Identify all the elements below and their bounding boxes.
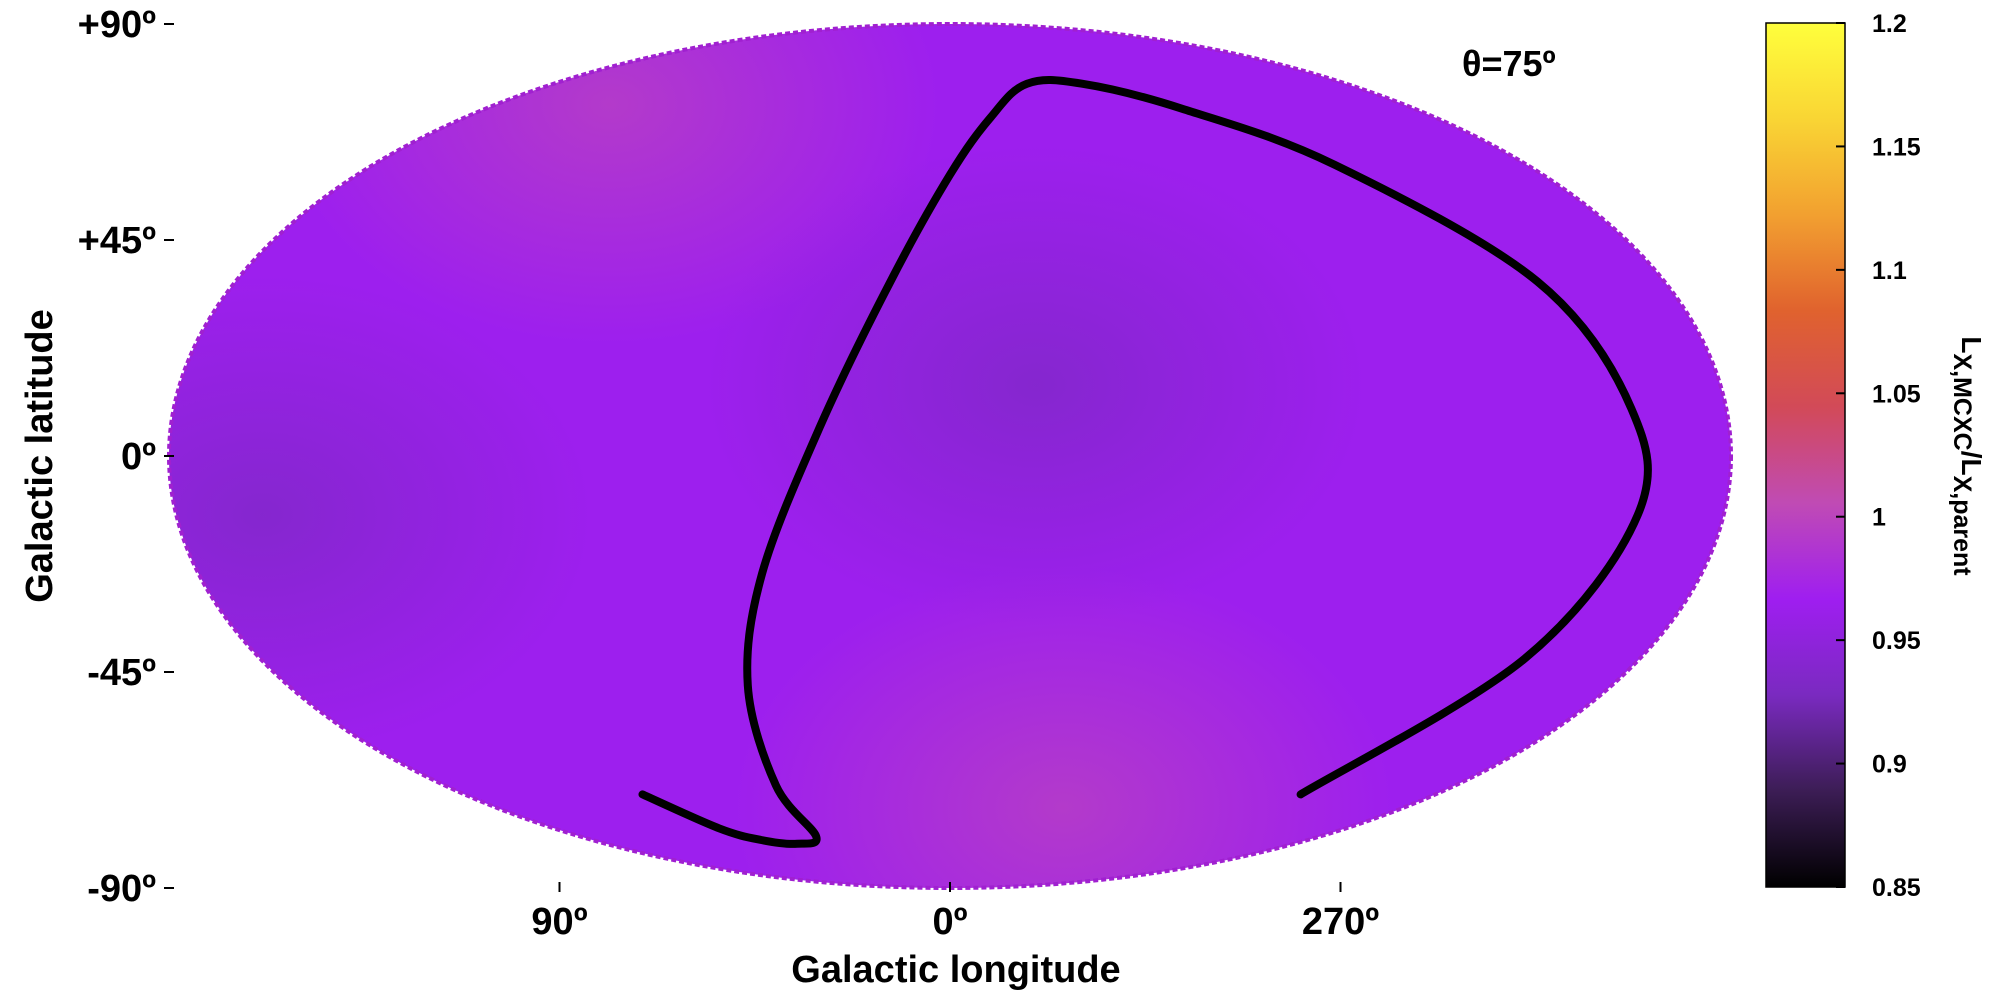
- colorbar-tick-label: 1.2: [1872, 10, 1907, 38]
- x-axis-label: Galactic longitude: [791, 949, 1120, 991]
- colorbar-tick-label: 0.9: [1872, 751, 1907, 779]
- y-tick-label: -90º: [87, 868, 156, 910]
- y-tick-label: -45º: [87, 652, 156, 694]
- y-tick-label: +90º: [78, 4, 156, 46]
- heat-region-minimum: [169, 275, 593, 756]
- colorbar-tick-label: 1.1: [1872, 257, 1907, 285]
- x-tick-label: 270º: [1302, 901, 1379, 943]
- colorbar-tick-label: 0.85: [1872, 874, 1921, 902]
- heat-region-maximum: [733, 567, 1394, 888]
- colorbar: 0.85 0.9 0.95 1 1.05 1.1 1.15 1.2 LX,MCXC/LX,pa…: [1765, 10, 1987, 902]
- y-axis-label: Galactic latitude: [19, 309, 61, 603]
- x-tick-label: 90º: [531, 901, 587, 943]
- colorbar-label: LX,MCXC/LX,parent: [1948, 336, 1987, 576]
- heat-region-minimum: [705, 145, 1366, 626]
- y-tick-label: 0º: [121, 436, 156, 478]
- theta-annotation: θ=75º: [1462, 43, 1556, 84]
- sky-map: [167, 22, 1733, 890]
- colorbar-tick-label: 1.05: [1872, 380, 1921, 408]
- colorbar-tick-label: 1.15: [1872, 133, 1921, 161]
- x-tick-label: 0º: [932, 901, 967, 943]
- x-axis: 90º 0º 270º: [531, 882, 1379, 943]
- colorbar-gradient: [1765, 22, 1846, 888]
- colorbar-tick-label: 0.95: [1872, 627, 1921, 655]
- boundary-curve: [638, 75, 1652, 848]
- y-axis: +90º +45º 0º -45º -90º: [78, 4, 174, 910]
- y-tick-label: +45º: [78, 220, 156, 262]
- colorbar-tick-label: 1: [1872, 504, 1886, 532]
- heat-region-maximum: [279, 24, 940, 345]
